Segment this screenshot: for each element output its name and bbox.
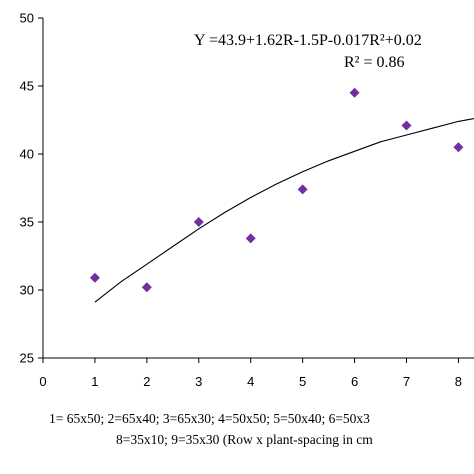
- y-tick-label: 40: [20, 147, 34, 162]
- r-squared-label: R² = 0.86: [344, 54, 405, 71]
- x-tick-label: 4: [247, 374, 254, 389]
- x-tick-label: 0: [39, 374, 46, 389]
- y-tick-label: 30: [20, 283, 34, 298]
- y-tick-label: 50: [20, 11, 34, 26]
- data-point: [141, 282, 152, 293]
- trendline: [94, 118, 474, 303]
- data-point: [401, 120, 412, 131]
- x-tick-label: 7: [403, 374, 410, 389]
- x-tick-label: 2: [143, 374, 150, 389]
- x-tick-label: 3: [195, 374, 202, 389]
- axes: [38, 17, 474, 363]
- x-tick-label: 5: [299, 374, 306, 389]
- caption-line-1: 1= 65x50; 2=65x40; 3=65x30; 4=50x50; 5=5…: [49, 411, 370, 426]
- caption-line-2: 8=35x10; 9=35x30 (Row x plant-spacing in…: [116, 432, 373, 447]
- x-tick-labels: 0 1 2 3 4 5 6 7 8: [39, 374, 462, 389]
- x-tick-label: 6: [351, 374, 358, 389]
- data-point: [297, 184, 308, 195]
- data-points: [89, 87, 464, 293]
- y-tick-label: 35: [20, 215, 34, 230]
- y-tick-labels: 25 30 35 40 45 50: [20, 11, 34, 366]
- x-tick-label: 8: [455, 374, 462, 389]
- data-point: [453, 142, 464, 153]
- data-point: [245, 233, 256, 244]
- y-tick-label: 25: [20, 351, 34, 366]
- data-point: [349, 87, 360, 98]
- equation-label: Y =43.9+1.62R-1.5P-0.017R²+0.02: [194, 32, 422, 49]
- x-tick-label: 1: [91, 374, 98, 389]
- y-tick-label: 45: [20, 79, 34, 94]
- data-point: [89, 272, 100, 283]
- data-point: [193, 217, 204, 227]
